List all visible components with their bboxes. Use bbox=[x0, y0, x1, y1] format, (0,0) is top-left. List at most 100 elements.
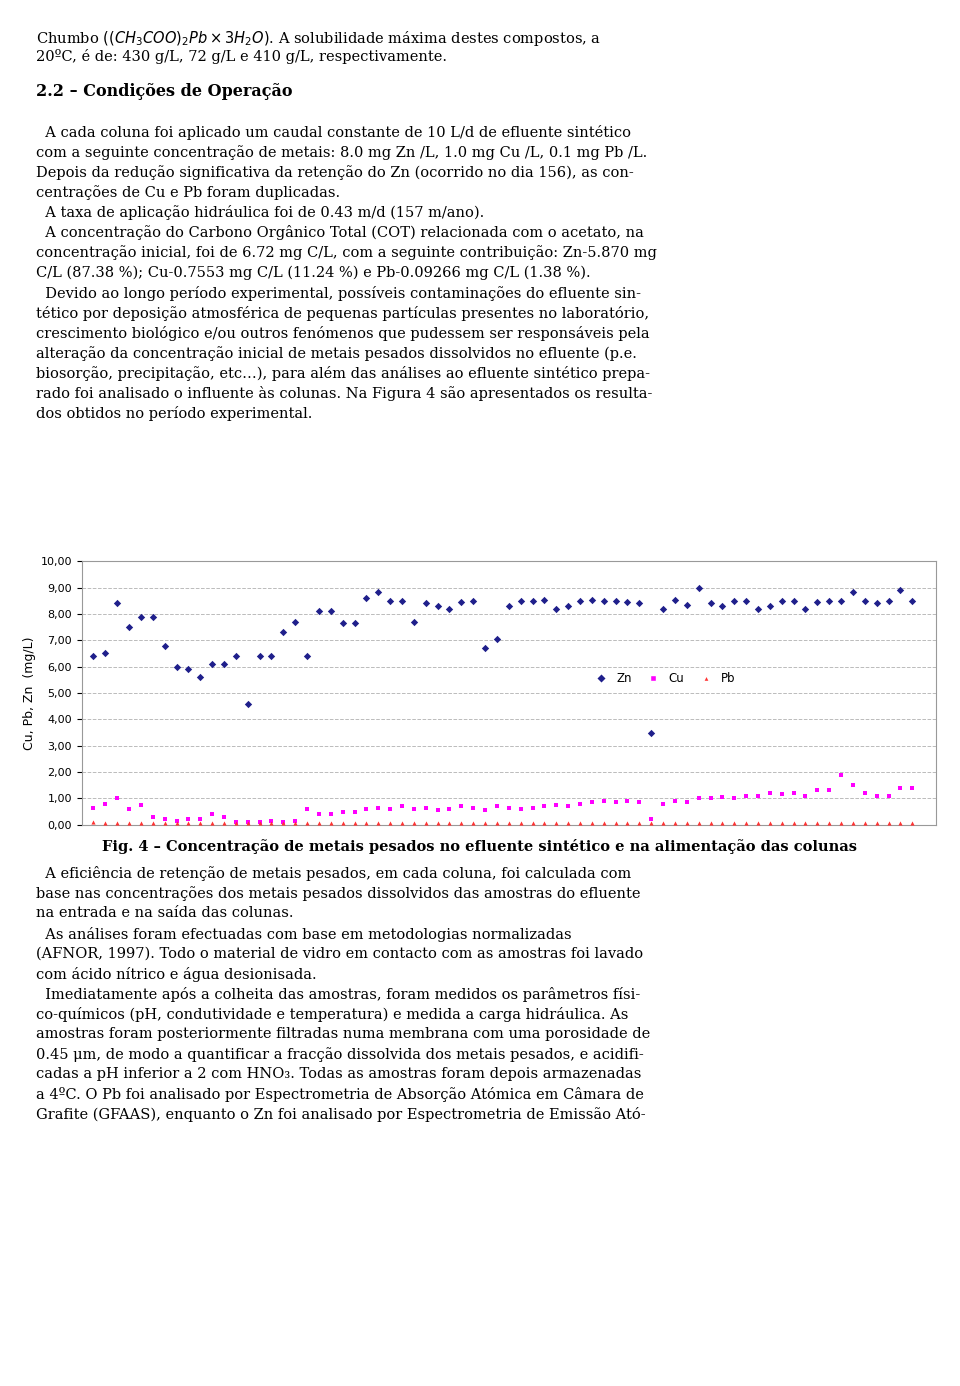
Point bbox=[193, 808, 208, 830]
Text: As análises foram efectuadas com base em metodologias normalizadas: As análises foram efectuadas com base em… bbox=[36, 926, 572, 941]
Point bbox=[762, 812, 778, 834]
Point bbox=[442, 812, 457, 834]
Point bbox=[904, 590, 920, 613]
Point bbox=[169, 812, 184, 834]
Point bbox=[406, 798, 421, 821]
Point bbox=[228, 812, 244, 834]
Point bbox=[454, 796, 469, 818]
Text: amostras foram posteriormente filtradas numa membrana com uma porosidade de: amostras foram posteriormente filtradas … bbox=[36, 1027, 651, 1041]
Point bbox=[679, 593, 694, 615]
Point bbox=[525, 590, 540, 613]
Point bbox=[371, 812, 386, 834]
Point bbox=[703, 812, 718, 834]
Point bbox=[311, 812, 326, 834]
Point bbox=[228, 811, 244, 833]
Point bbox=[822, 590, 837, 613]
Text: A cada coluna foi aplicado um caudal constante de 10 L/d de efluente sintético: A cada coluna foi aplicado um caudal con… bbox=[36, 125, 632, 140]
Point bbox=[85, 797, 101, 819]
Point bbox=[513, 798, 528, 821]
Point bbox=[180, 812, 196, 834]
Point bbox=[477, 800, 492, 822]
Point bbox=[762, 595, 778, 617]
Point bbox=[501, 797, 516, 819]
Point bbox=[442, 798, 457, 821]
Text: Grafite (GFAAS), enquanto o Zn foi analisado por Espectrometria de Emissão Ató-: Grafite (GFAAS), enquanto o Zn foi anali… bbox=[36, 1107, 646, 1123]
Point bbox=[727, 590, 742, 613]
Point bbox=[774, 783, 789, 805]
Point bbox=[869, 812, 884, 834]
Point bbox=[490, 812, 505, 834]
Point bbox=[204, 653, 220, 675]
Text: Chumbo $\left(\left(CH_3COO\right)_2Pb\times 3H_2O\right)$. A solubilidade máxim: Chumbo $\left(\left(CH_3COO\right)_2Pb\t… bbox=[36, 29, 602, 49]
Point bbox=[85, 644, 101, 667]
Point bbox=[288, 611, 303, 633]
Point bbox=[204, 802, 220, 825]
Text: (AFNOR, 1997). Todo o material de vidro em contacto com as amostras foi lavado: (AFNOR, 1997). Todo o material de vidro … bbox=[36, 947, 643, 960]
Point bbox=[596, 812, 612, 834]
Point bbox=[145, 606, 160, 628]
Point bbox=[204, 812, 220, 834]
Point bbox=[466, 590, 481, 613]
Text: a 4ºC. O Pb foi analisado por Espectrometria de Absorção Atómica em Câmara de: a 4ºC. O Pb foi analisado por Espectrome… bbox=[36, 1087, 644, 1102]
Point bbox=[667, 790, 683, 812]
Text: 0.45 μm, de modo a quantificar a fracção dissolvida dos metais pesados, e acidif: 0.45 μm, de modo a quantificar a fracção… bbox=[36, 1048, 644, 1062]
Point bbox=[228, 644, 244, 667]
Point bbox=[786, 782, 802, 804]
Point bbox=[300, 644, 315, 667]
Point bbox=[454, 812, 469, 834]
Point bbox=[857, 812, 873, 834]
Point bbox=[335, 800, 350, 822]
Point bbox=[121, 812, 136, 834]
Point bbox=[288, 812, 303, 834]
Point bbox=[359, 588, 374, 610]
Point bbox=[335, 812, 350, 834]
Point bbox=[490, 796, 505, 818]
Text: rado foi analisado o influente às colunas. Na Figura 4 são apresentados os resul: rado foi analisado o influente às coluna… bbox=[36, 385, 653, 401]
Point bbox=[264, 644, 279, 667]
Point bbox=[548, 597, 564, 620]
Point bbox=[240, 693, 255, 715]
Point bbox=[264, 809, 279, 832]
Point bbox=[395, 590, 410, 613]
Point bbox=[418, 592, 433, 614]
Point bbox=[276, 812, 291, 834]
Point bbox=[643, 721, 659, 743]
Point bbox=[691, 577, 707, 599]
Point bbox=[537, 796, 552, 818]
Point bbox=[751, 812, 766, 834]
Text: alteração da concentração inicial de metais pesados dissolvidos no efluente (p.e: alteração da concentração inicial de met… bbox=[36, 346, 637, 360]
Point bbox=[881, 590, 897, 613]
Text: concentração inicial, foi de 6.72 mg C/L, com a seguinte contribuição: Zn-5.870 : concentração inicial, foi de 6.72 mg C/L… bbox=[36, 245, 658, 261]
Point bbox=[311, 802, 326, 825]
Point bbox=[477, 638, 492, 660]
Point bbox=[585, 812, 600, 834]
Point bbox=[561, 595, 576, 617]
Point bbox=[632, 791, 647, 814]
Point bbox=[98, 812, 113, 834]
Point bbox=[430, 800, 445, 822]
Text: biosorção, precipitação, etc…), para além das análises ao efluente sintético pre: biosorção, precipitação, etc…), para alé… bbox=[36, 366, 651, 381]
Point bbox=[667, 812, 683, 834]
Point bbox=[121, 615, 136, 638]
Point bbox=[632, 812, 647, 834]
Point bbox=[751, 597, 766, 620]
Text: 20ºC, é de: 430 g/L, 72 g/L e 410 g/L, respectivamente.: 20ºC, é de: 430 g/L, 72 g/L e 410 g/L, r… bbox=[36, 49, 447, 64]
Text: dos obtidos no período experimental.: dos obtidos no período experimental. bbox=[36, 406, 313, 421]
Text: 2.2 – Condições de Operação: 2.2 – Condições de Operação bbox=[36, 83, 293, 100]
Point bbox=[620, 790, 636, 812]
Point bbox=[809, 812, 825, 834]
Point bbox=[667, 589, 683, 611]
Point bbox=[845, 812, 860, 834]
Text: Depois da redução significativa da retenção do Zn (ocorrido no dia 156), as con-: Depois da redução significativa da reten… bbox=[36, 165, 635, 180]
Point bbox=[762, 782, 778, 804]
Point bbox=[347, 613, 362, 635]
Text: A concentração do Carbono Orgânico Total (COT) relacionada com o acetato, na: A concentração do Carbono Orgânico Total… bbox=[36, 225, 644, 240]
Point bbox=[382, 798, 397, 821]
Point bbox=[395, 812, 410, 834]
Point bbox=[501, 812, 516, 834]
Point bbox=[572, 590, 588, 613]
Point bbox=[809, 590, 825, 613]
Point bbox=[608, 812, 623, 834]
Point bbox=[324, 600, 339, 622]
Point bbox=[691, 787, 707, 809]
